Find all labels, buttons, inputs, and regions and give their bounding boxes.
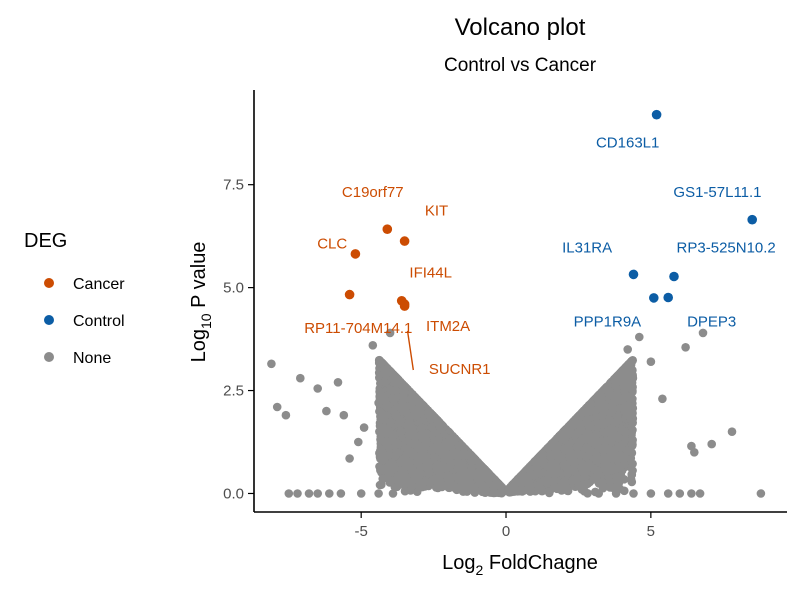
chart-title: Volcano plot	[455, 14, 586, 41]
chart-subtitle: Control vs Cancer	[444, 55, 597, 76]
points-layer	[267, 109, 766, 498]
none-point-cloud	[374, 355, 638, 498]
